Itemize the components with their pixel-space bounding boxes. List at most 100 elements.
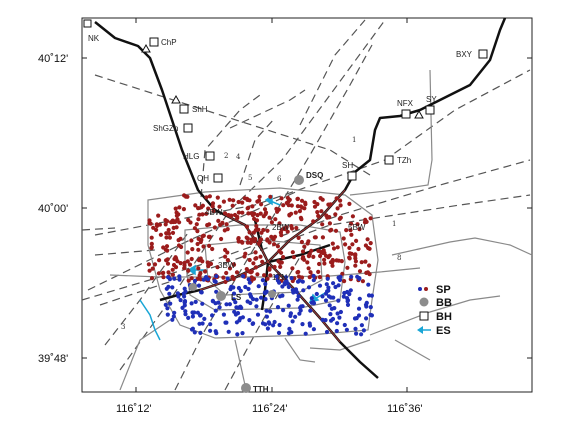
sp-red-point (316, 248, 321, 253)
sp-red-point (333, 228, 339, 233)
sp-blue-point (235, 311, 241, 316)
legend-es-arrowhead (417, 326, 423, 334)
sp-red-point (201, 244, 206, 249)
sp-red-point (364, 270, 369, 275)
sp-red-point (244, 235, 249, 240)
sp-red-point (176, 212, 181, 217)
sp-blue-point (238, 288, 243, 293)
sp-red-point (189, 238, 194, 243)
sp-red-point (368, 241, 373, 246)
sp-red-point (267, 215, 272, 220)
sp-red-point (164, 231, 169, 236)
sp-red-point (197, 212, 202, 217)
sp-red-point (340, 271, 345, 276)
sp-blue-point (240, 331, 245, 336)
annotation-4bw: 4BW (205, 208, 223, 217)
sp-blue-point (287, 326, 292, 331)
sp-red-point (170, 230, 176, 235)
sp-red-point (276, 259, 281, 264)
sp-red-point (182, 266, 187, 271)
sp-red-point (196, 236, 201, 241)
sp-blue-point (264, 308, 269, 313)
sp-red-point (330, 263, 335, 268)
sp-blue-point (260, 321, 266, 326)
sp-blue-point (193, 299, 198, 304)
sp-red-point (223, 254, 228, 259)
sp-red-point (262, 207, 268, 212)
sp-blue-point (300, 322, 305, 327)
sp-blue-point (255, 312, 261, 317)
sp-red-point (227, 197, 232, 202)
bh-triangle-nfx (414, 109, 424, 119)
sp-red-point (204, 211, 209, 216)
sp-blue-point (311, 327, 316, 332)
sp-red-point (275, 244, 280, 249)
sp-red-point (299, 217, 304, 222)
sp-red-point (240, 210, 245, 215)
sp-blue-point (276, 330, 282, 335)
sp-red-point (185, 194, 190, 199)
sp-red-point (198, 239, 203, 245)
sp-red-point (273, 217, 278, 222)
sp-red-point (353, 263, 358, 268)
sp-red-point (306, 266, 311, 271)
sp-blue-point (248, 292, 253, 297)
sp-red-point (174, 225, 179, 230)
sp-blue-point (309, 296, 314, 301)
sp-red-point (263, 210, 269, 215)
sp-red-point (317, 261, 322, 267)
bb-marker-extra-2 (268, 290, 276, 298)
sp-blue-point (178, 298, 183, 303)
sp-blue-point (260, 278, 265, 283)
sp-blue-point (216, 300, 221, 305)
sp-blue-point (354, 331, 359, 336)
sp-red-point (249, 275, 254, 280)
map-annotations: 4BW 5BW 2BW 3BW 1TN (205, 208, 366, 282)
sp-red-point (236, 210, 241, 215)
sp-blue-point (243, 284, 248, 290)
sp-blue-point (288, 330, 293, 335)
sp-blue-point (197, 321, 202, 326)
sp-red-point (316, 213, 321, 219)
sp-red-point (299, 239, 304, 245)
sp-red-point (267, 267, 272, 272)
annotation-1tn: 1TN (272, 273, 287, 282)
sp-red-point (173, 255, 178, 260)
sp-red-point (158, 232, 163, 237)
sp-blue-point (177, 277, 182, 282)
sp-red-point (262, 273, 267, 278)
sp-red-point (322, 257, 327, 262)
sp-red-point (149, 276, 155, 281)
sp-red-point (347, 201, 352, 206)
sp-red-point (319, 209, 324, 214)
sp-blue-point (264, 314, 269, 319)
bh-triangle-shh (171, 94, 181, 104)
sp-red-point (221, 275, 226, 280)
sp-red-point (206, 264, 211, 269)
annotation-3bw: 3BW (218, 261, 236, 270)
sp-blue-points (163, 273, 374, 337)
sp-blue-point (223, 320, 228, 325)
sp-blue-point (317, 283, 323, 288)
sp-red-point (247, 257, 252, 263)
sp-red-point (163, 247, 168, 252)
sp-blue-point (324, 282, 329, 287)
sp-blue-point (168, 301, 173, 306)
sp-red-point (235, 214, 240, 219)
sp-red-point (253, 237, 258, 242)
sp-red-point (197, 273, 202, 278)
sp-red-point (196, 206, 201, 211)
sp-red-point (279, 233, 284, 238)
sp-red-point (187, 262, 193, 267)
sp-red-point (224, 222, 229, 227)
sp-red-point (200, 203, 205, 208)
sp-red-point (196, 266, 201, 271)
sp-red-point (227, 266, 233, 271)
sp-red-point (347, 255, 352, 260)
sp-red-point (164, 258, 169, 263)
sp-blue-point (291, 290, 296, 295)
sp-red-point (312, 199, 317, 205)
sp-red-point (225, 250, 230, 255)
sp-blue-point (224, 302, 229, 307)
sp-red-point (176, 238, 181, 243)
